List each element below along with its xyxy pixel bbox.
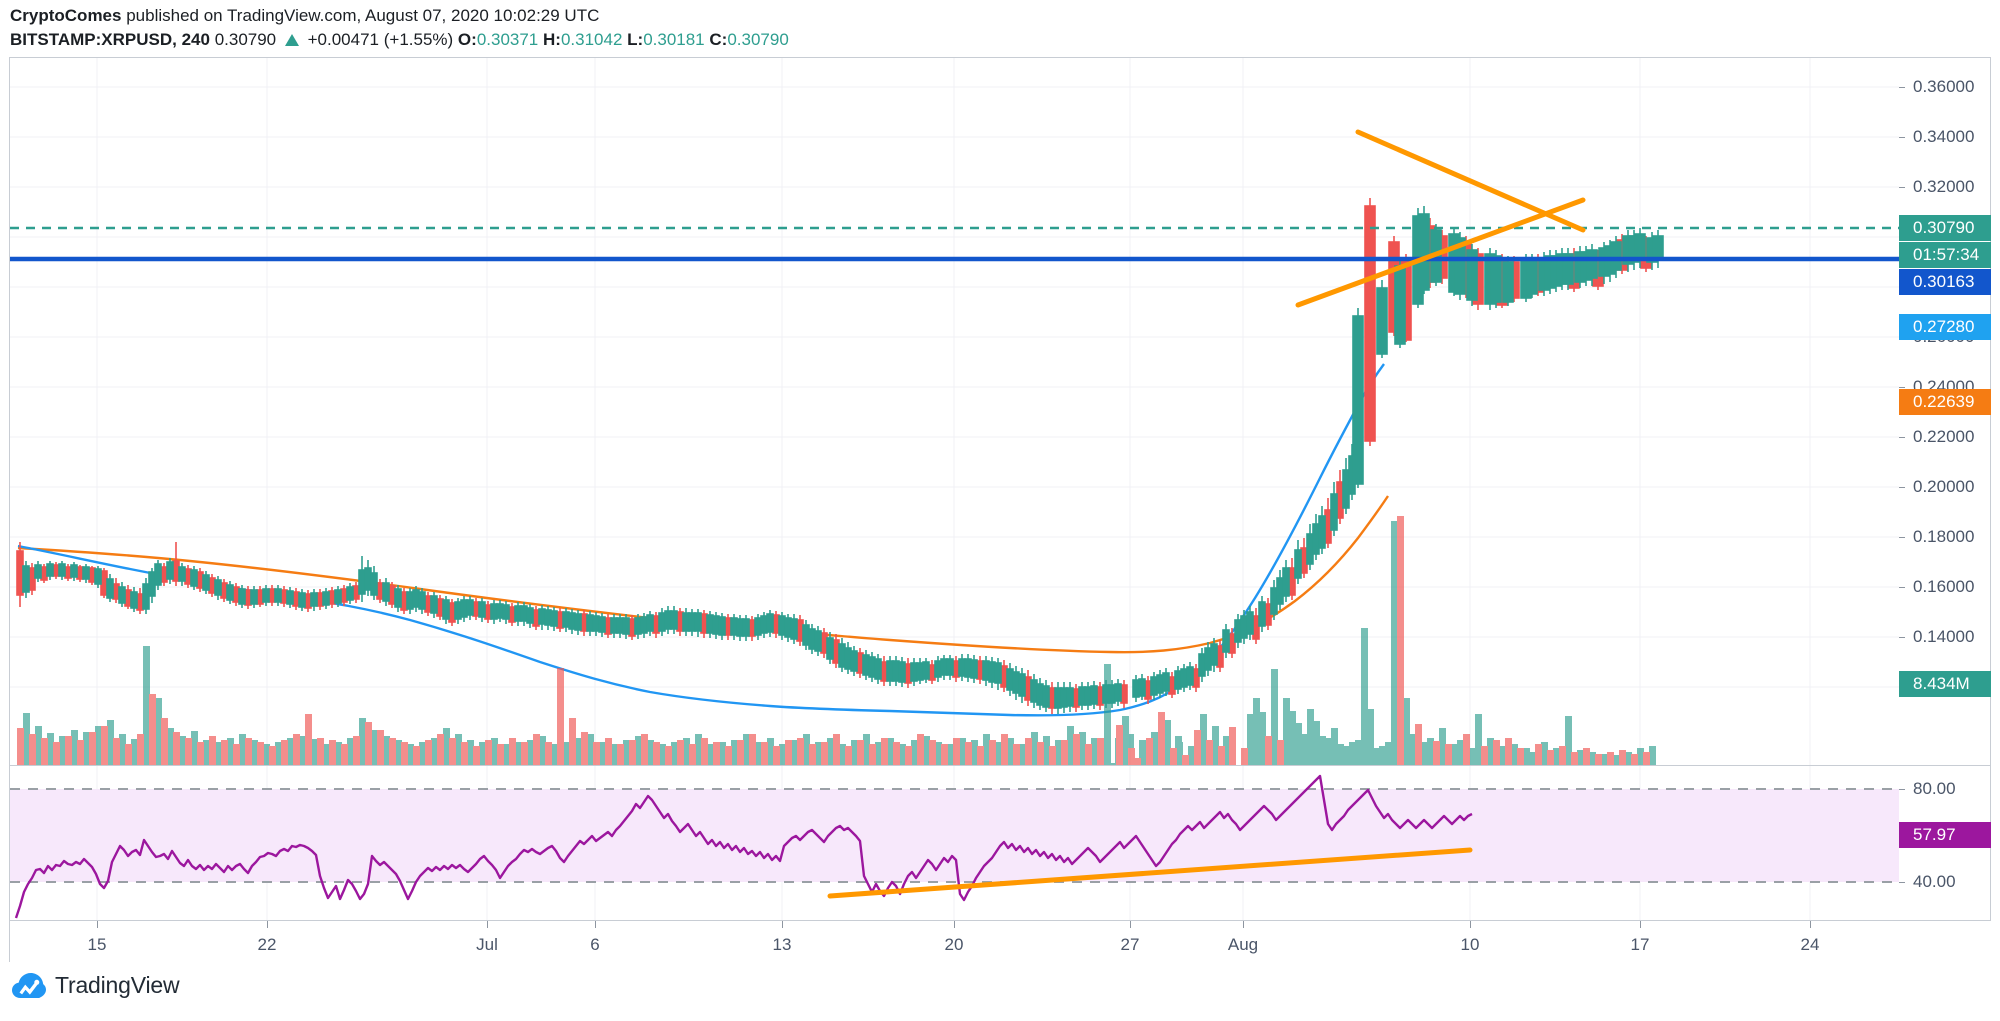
price-pane[interactable] xyxy=(9,57,1899,765)
low-label: L: xyxy=(627,30,644,49)
time-axis-label: 20 xyxy=(944,935,964,954)
axis-tick xyxy=(1899,87,1905,88)
symmetrical-triangle-pattern[interactable] xyxy=(1295,129,1586,308)
axis-tick xyxy=(1899,187,1905,188)
rsi-trendline[interactable] xyxy=(827,847,1473,899)
tradingview-logo[interactable]: TradingView xyxy=(12,972,180,999)
time-tick xyxy=(1130,921,1131,928)
time-axis-label: 22 xyxy=(257,935,277,954)
triangle-lower-trendline xyxy=(1295,197,1586,308)
ma-orange-badge[interactable]: 0.22639 xyxy=(1899,389,1991,415)
time-axis-label: 15 xyxy=(87,935,107,954)
time-axis-label: Aug xyxy=(1227,935,1259,954)
price-axis[interactable]: 0.36000 0.34000 0.32000 0.28000 0.26000 … xyxy=(1899,57,1991,765)
last-price-value: 0.30790 xyxy=(214,30,277,49)
axis-tick xyxy=(1899,637,1905,638)
time-tick xyxy=(1470,921,1471,928)
symbol-label[interactable]: BITSTAMP:XRPUSD, 240 xyxy=(10,30,210,49)
price-tick-label: 0.18000 xyxy=(1913,527,1975,546)
rsi-line xyxy=(14,774,1473,919)
published-meta: published on TradingView.com, August 07,… xyxy=(126,6,600,25)
rsi-axis[interactable]: 80.00 40.00 57.97 xyxy=(1899,765,1991,921)
price-tick-label: 0.32000 xyxy=(1913,177,1975,196)
time-axis-label: 27 xyxy=(1120,935,1140,954)
price-tick-label: 0.22000 xyxy=(1913,427,1975,446)
price-tick-label: 0.20000 xyxy=(1913,477,1975,496)
tradingview-cloud-logo-icon xyxy=(12,972,46,998)
close-value: 0.30790 xyxy=(727,30,789,49)
chart-header: CryptoComes published on TradingView.com… xyxy=(0,0,2000,57)
time-tick xyxy=(1810,921,1811,928)
rsi-tick-label: 40.00 xyxy=(1913,872,1956,891)
time-tick xyxy=(1640,921,1641,928)
ma-blue-badge[interactable]: 0.30163 xyxy=(1899,269,1991,295)
change-absolute: +0.00471 xyxy=(307,30,379,49)
rsi-pane[interactable] xyxy=(9,765,1899,921)
publisher-name: CryptoComes xyxy=(10,6,122,25)
open-value: 0.30371 xyxy=(476,30,539,49)
time-tick xyxy=(595,921,596,928)
last-price-badge[interactable]: 0.30790 xyxy=(1899,215,1991,241)
ma-ltblue-badge[interactable]: 0.27280 xyxy=(1899,314,1991,340)
axis-tick xyxy=(1899,137,1905,138)
axis-tick xyxy=(1899,487,1905,488)
time-axis-label: 17 xyxy=(1630,935,1650,954)
rsi-pane-canvas xyxy=(10,766,1899,920)
rsi-value-badge[interactable]: 57.97 xyxy=(1899,822,1991,848)
time-tick xyxy=(267,921,268,928)
vertical-gridlines xyxy=(96,58,1811,765)
time-tick xyxy=(1243,921,1244,928)
candlestick-series xyxy=(16,198,1664,714)
time-tick xyxy=(97,921,98,928)
axis-tick xyxy=(1899,882,1905,883)
chart-footer: TradingView xyxy=(0,962,2000,1021)
time-tick xyxy=(954,921,955,928)
publisher-line: CryptoComes published on TradingView.com… xyxy=(10,6,599,26)
price-tick-label: 0.14000 xyxy=(1913,627,1975,646)
price-tick-label: 0.16000 xyxy=(1913,577,1975,596)
axis-tick xyxy=(1899,437,1905,438)
time-tick xyxy=(782,921,783,928)
price-tick-label: 0.36000 xyxy=(1913,77,1975,96)
high-value: 0.31042 xyxy=(560,30,623,49)
time-axis-label: 13 xyxy=(772,935,792,954)
tradingview-brand-text: TradingView xyxy=(55,972,180,998)
close-label: C: xyxy=(709,30,728,49)
axis-tick xyxy=(1899,387,1905,388)
time-axis-label: 6 xyxy=(590,935,600,954)
axis-tick xyxy=(1899,587,1905,588)
open-label: O: xyxy=(457,30,477,49)
time-axis-label: 10 xyxy=(1460,935,1480,954)
rsi-band-fill xyxy=(10,789,1899,882)
time-axis[interactable]: 15 22 Jul 6 13 20 27 Aug 10 17 24 xyxy=(9,921,1991,962)
chart-container[interactable]: 0.36000 0.34000 0.32000 0.28000 0.26000 … xyxy=(9,57,1991,962)
triangle-up-icon xyxy=(284,34,299,46)
time-axis-label: 24 xyxy=(1800,935,1820,954)
high-label: H: xyxy=(543,30,561,49)
price-pane-canvas xyxy=(10,58,1899,765)
time-tick xyxy=(487,921,488,928)
change-percent: (+1.55%) xyxy=(383,30,454,49)
axis-tick xyxy=(1899,537,1905,538)
axis-tick xyxy=(1899,789,1905,790)
volume-badge[interactable]: 8.434M xyxy=(1899,671,1991,697)
countdown-badge: 01:57:34 xyxy=(1899,242,1991,268)
volume-series xyxy=(17,516,1656,765)
rsi-tick-label: 80.00 xyxy=(1913,779,1956,798)
ma-fast-line xyxy=(17,363,1385,717)
price-tick-label: 0.34000 xyxy=(1913,127,1975,146)
symbol-ohlc-line: BITSTAMP:XRPUSD, 240 0.30790 +0.00471 (+… xyxy=(10,30,789,50)
time-axis-label: Jul xyxy=(476,935,498,954)
ma-slow-line xyxy=(17,495,1389,654)
low-value: 0.30181 xyxy=(643,30,705,49)
